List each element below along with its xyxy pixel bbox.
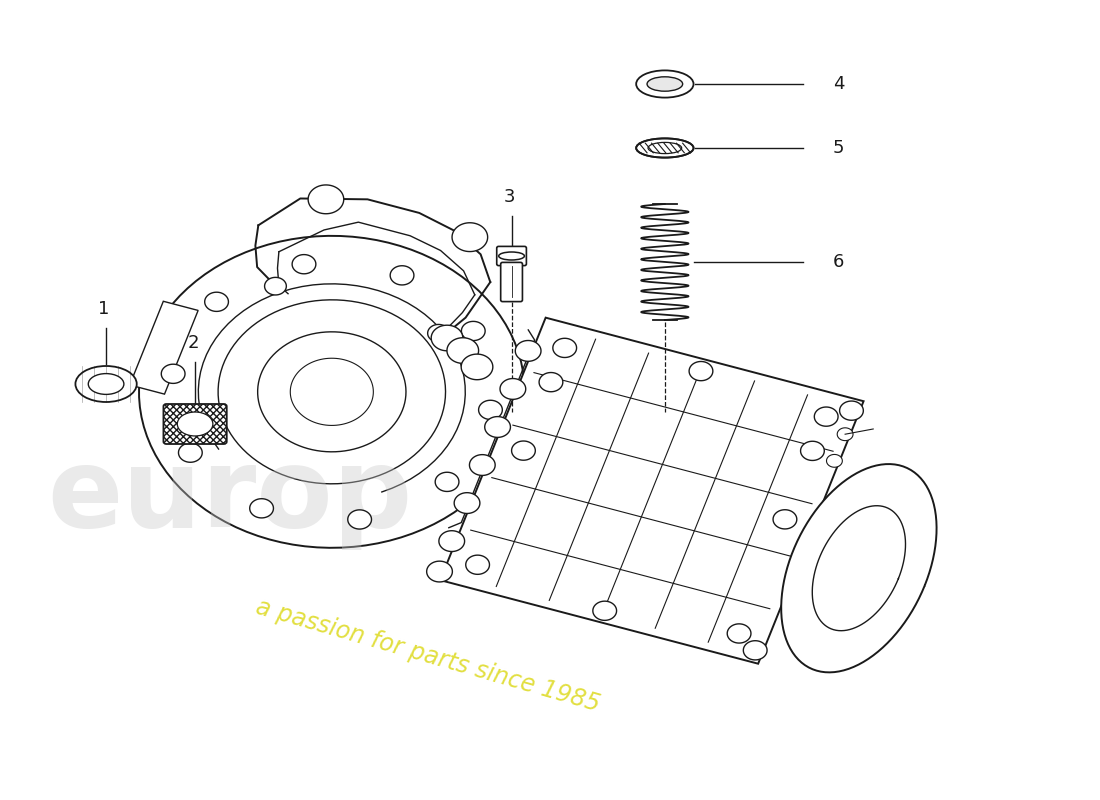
Polygon shape bbox=[308, 185, 343, 214]
Polygon shape bbox=[461, 322, 485, 341]
FancyBboxPatch shape bbox=[164, 404, 227, 444]
Polygon shape bbox=[837, 428, 852, 441]
Polygon shape bbox=[436, 472, 459, 491]
Polygon shape bbox=[162, 364, 185, 383]
Polygon shape bbox=[447, 338, 478, 363]
Text: a passion for parts since 1985: a passion for parts since 1985 bbox=[253, 595, 603, 717]
Text: 2: 2 bbox=[187, 334, 199, 352]
Polygon shape bbox=[439, 530, 464, 551]
Polygon shape bbox=[744, 641, 767, 660]
Polygon shape bbox=[454, 493, 480, 514]
Text: 3: 3 bbox=[504, 188, 515, 206]
Polygon shape bbox=[826, 454, 843, 467]
Ellipse shape bbox=[636, 138, 693, 158]
Polygon shape bbox=[218, 300, 446, 484]
Polygon shape bbox=[689, 362, 713, 381]
Text: 1: 1 bbox=[98, 301, 110, 318]
Polygon shape bbox=[205, 292, 229, 311]
Polygon shape bbox=[839, 401, 864, 420]
Text: 6: 6 bbox=[833, 253, 845, 271]
Polygon shape bbox=[515, 341, 541, 362]
Text: 5: 5 bbox=[833, 139, 845, 157]
Polygon shape bbox=[465, 555, 490, 574]
Text: europ: europ bbox=[47, 442, 413, 550]
Ellipse shape bbox=[636, 70, 693, 98]
Polygon shape bbox=[470, 454, 495, 475]
Polygon shape bbox=[452, 222, 487, 251]
Ellipse shape bbox=[498, 252, 525, 260]
Polygon shape bbox=[485, 417, 510, 438]
Text: 4: 4 bbox=[833, 75, 845, 93]
Polygon shape bbox=[801, 442, 824, 461]
Ellipse shape bbox=[647, 77, 683, 91]
Ellipse shape bbox=[177, 412, 213, 436]
Polygon shape bbox=[553, 338, 576, 358]
Polygon shape bbox=[428, 325, 450, 342]
Polygon shape bbox=[461, 354, 493, 380]
Polygon shape bbox=[727, 624, 751, 643]
FancyBboxPatch shape bbox=[500, 262, 522, 302]
Polygon shape bbox=[593, 601, 617, 620]
Polygon shape bbox=[512, 441, 536, 460]
Polygon shape bbox=[390, 266, 414, 285]
Ellipse shape bbox=[88, 374, 124, 394]
Polygon shape bbox=[500, 378, 526, 399]
Polygon shape bbox=[773, 510, 796, 529]
Polygon shape bbox=[290, 358, 373, 426]
Polygon shape bbox=[293, 254, 316, 274]
Polygon shape bbox=[178, 443, 202, 462]
Polygon shape bbox=[348, 510, 372, 529]
Polygon shape bbox=[478, 400, 503, 419]
Polygon shape bbox=[431, 325, 463, 350]
FancyBboxPatch shape bbox=[497, 246, 527, 266]
Polygon shape bbox=[814, 407, 838, 426]
Polygon shape bbox=[265, 278, 286, 295]
Polygon shape bbox=[539, 373, 563, 392]
Polygon shape bbox=[781, 464, 936, 672]
Polygon shape bbox=[257, 332, 406, 452]
Polygon shape bbox=[250, 498, 274, 518]
Polygon shape bbox=[130, 302, 198, 394]
Polygon shape bbox=[427, 561, 452, 582]
Polygon shape bbox=[139, 236, 525, 548]
Ellipse shape bbox=[76, 366, 136, 402]
Polygon shape bbox=[440, 318, 864, 664]
